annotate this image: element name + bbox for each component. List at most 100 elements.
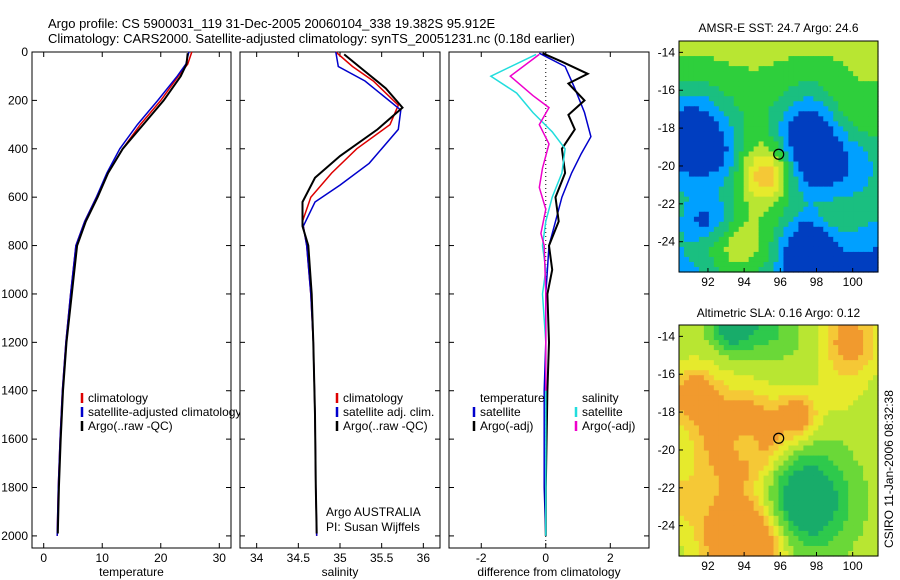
map-cell <box>683 131 690 138</box>
map-cell <box>758 66 765 72</box>
map-cell <box>818 196 824 203</box>
map-cell <box>843 261 849 268</box>
map-cell <box>783 345 790 351</box>
map-cell <box>713 151 720 158</box>
map-cell <box>728 390 735 396</box>
map-cell <box>728 380 735 386</box>
map-cell <box>718 365 725 371</box>
map-cell <box>693 76 700 82</box>
map-cell <box>793 106 799 112</box>
map-cell <box>823 340 829 346</box>
map-cell <box>828 231 834 238</box>
map-cell <box>743 211 750 218</box>
map-cell <box>693 395 700 401</box>
map-cell <box>828 390 834 396</box>
map-cell <box>728 375 735 381</box>
map-cell <box>733 470 740 477</box>
map-cell <box>783 146 790 153</box>
map-cell <box>693 445 700 452</box>
map-cell <box>698 71 705 77</box>
map-cell <box>803 66 809 72</box>
map-cell <box>718 211 725 218</box>
map-cell <box>748 545 755 552</box>
map-cell <box>683 530 690 537</box>
map-cell <box>708 545 715 552</box>
map-cell <box>853 101 859 107</box>
map-cell <box>718 231 725 238</box>
map-cell <box>868 550 874 557</box>
map-cell <box>703 141 710 148</box>
map-cell <box>813 261 819 268</box>
map-cell <box>733 196 740 203</box>
map-cell <box>828 131 834 138</box>
map-cell <box>708 340 715 346</box>
map-cell <box>818 66 824 72</box>
map-cell <box>798 186 804 193</box>
map-cell <box>748 191 755 198</box>
map-cell <box>738 380 745 386</box>
map-cell <box>679 520 685 527</box>
map-cell <box>808 520 814 527</box>
map-cell <box>723 111 730 117</box>
map-cell <box>738 221 745 228</box>
map-cell <box>783 445 790 452</box>
map-cell <box>773 76 780 82</box>
map-cell <box>738 196 745 203</box>
map-cell <box>853 46 859 52</box>
map-cell <box>743 261 750 268</box>
map-cell <box>743 340 750 346</box>
map-cell <box>773 515 780 522</box>
map-cell <box>723 440 730 447</box>
map-cell <box>763 550 770 557</box>
map-cell <box>798 241 804 248</box>
map-cell <box>768 355 775 361</box>
map-cell <box>868 191 874 198</box>
map-cell <box>818 176 824 183</box>
map-cell <box>783 86 790 92</box>
map-cell <box>788 161 795 168</box>
map-cell <box>808 475 814 482</box>
map-cell <box>793 455 799 462</box>
map-cell <box>718 226 725 233</box>
map-cell <box>693 211 700 218</box>
map-cell <box>683 176 690 183</box>
map-cell <box>798 131 804 138</box>
map-cell <box>713 121 720 127</box>
map-cell <box>858 345 864 351</box>
map-cell <box>833 360 839 366</box>
map-cell <box>778 106 785 112</box>
map-cell <box>698 440 705 447</box>
map-cell <box>733 216 740 223</box>
map-cell <box>798 61 804 67</box>
map-cell <box>843 450 849 457</box>
map-cell <box>838 445 844 452</box>
map-cell <box>783 131 790 138</box>
map-cell <box>813 151 819 158</box>
map-cell <box>863 525 869 532</box>
map-cell <box>693 440 700 447</box>
map-cell <box>838 101 844 107</box>
map-cell <box>838 390 844 396</box>
map-cell <box>833 380 839 386</box>
map-cell <box>813 375 819 381</box>
map-cell <box>743 106 750 112</box>
map-cell <box>783 191 790 198</box>
map-cell <box>843 166 849 173</box>
map-cell <box>818 96 824 102</box>
map-cell <box>713 46 720 52</box>
map-cell <box>743 530 750 537</box>
map-cell <box>743 161 750 168</box>
map-cell <box>738 96 745 102</box>
map-cell <box>713 475 720 482</box>
map-cell <box>793 96 799 102</box>
map-cell <box>763 440 770 447</box>
map-cell <box>848 111 854 117</box>
map-cell <box>763 46 770 52</box>
map-cell <box>843 116 849 122</box>
map-cell <box>838 196 844 203</box>
map-cell <box>783 430 790 437</box>
map-cell <box>753 111 760 117</box>
map-cell <box>783 545 790 552</box>
map-cell <box>818 510 824 517</box>
map-cell <box>823 415 829 422</box>
